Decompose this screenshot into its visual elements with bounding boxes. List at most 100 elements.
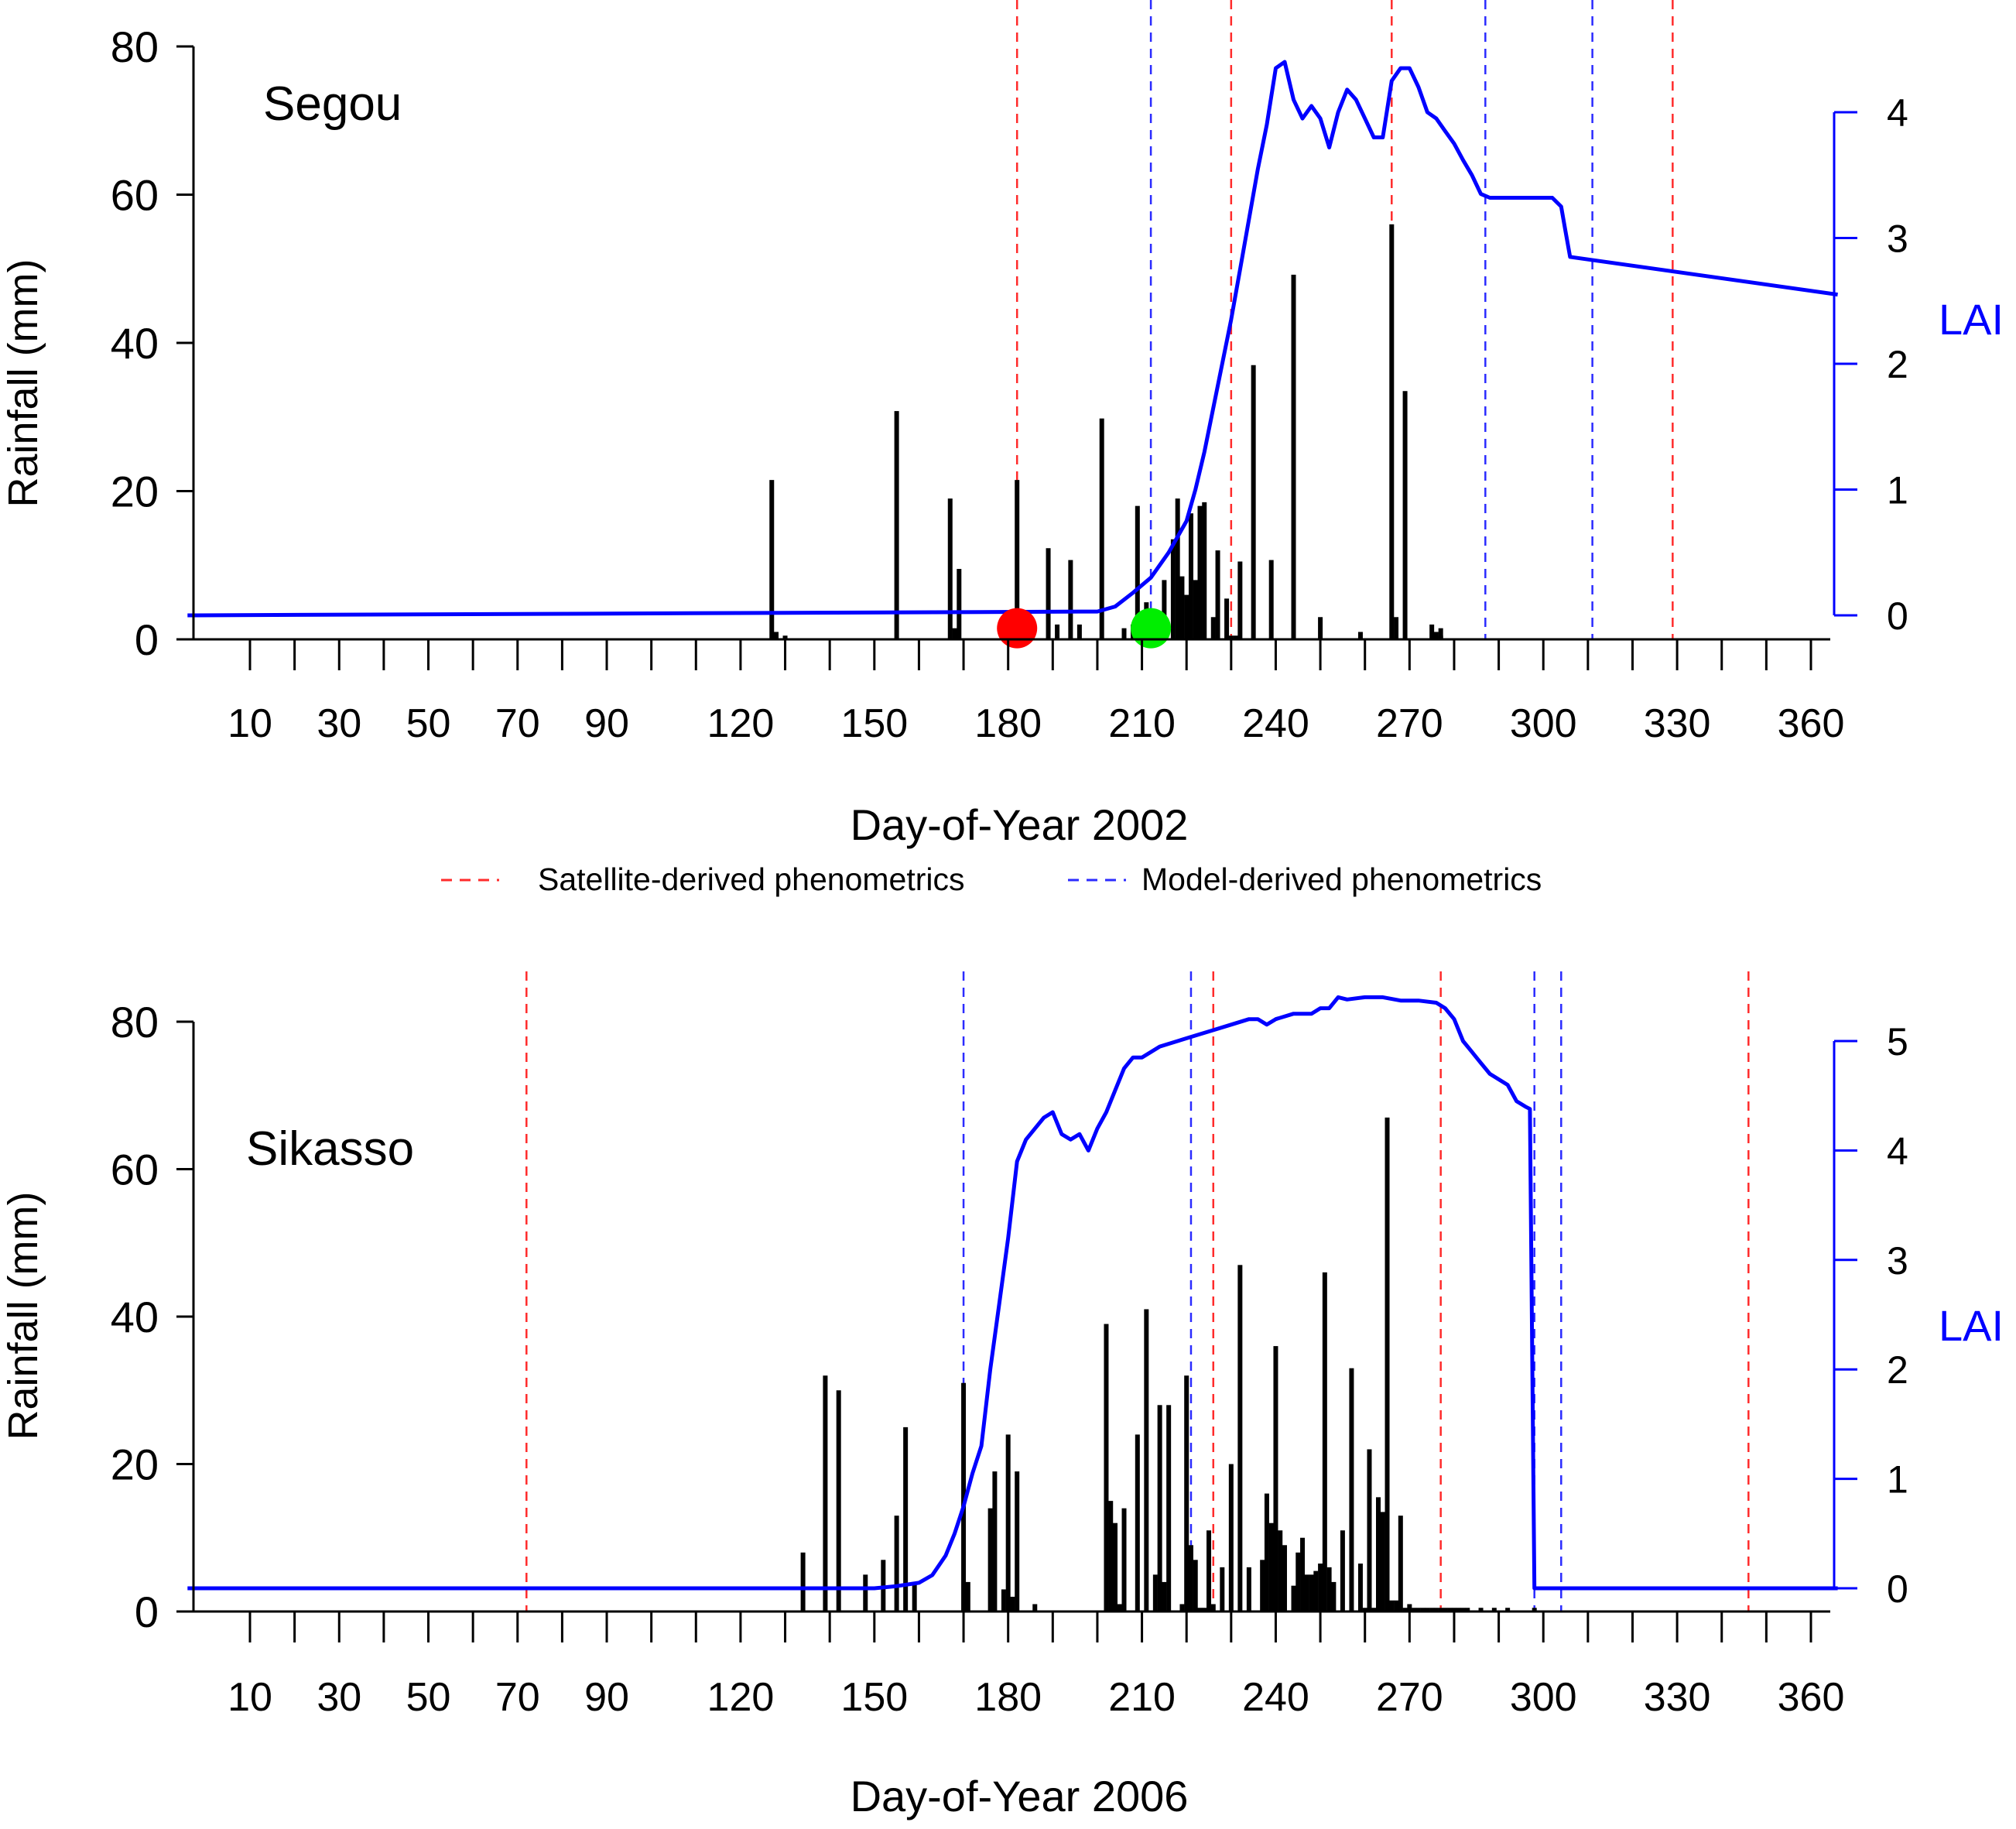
rainfall-bar xyxy=(1246,1567,1251,1612)
rainfall-bar xyxy=(1188,1545,1193,1612)
rainfall-bar xyxy=(1309,1574,1314,1612)
rainfall-bar xyxy=(1371,1608,1377,1612)
event-marker xyxy=(997,608,1038,649)
x-tick-label: 120 xyxy=(707,701,775,746)
rainfall-bar xyxy=(1197,1608,1203,1612)
rainfall-bar xyxy=(1112,1522,1118,1612)
rainfall-bar xyxy=(1278,1530,1283,1612)
rainfall-bar xyxy=(1491,1608,1497,1612)
rainfall-bar xyxy=(1228,635,1234,639)
lai-axis-sikasso: 0 1 2 3 4 5 xyxy=(1833,1020,1908,1611)
rainfall-bar xyxy=(1251,365,1256,639)
panel-segou: 0 1 2 3 4 0 20 40 60 80 10 30 50 70 90 120 150 180 210 240… xyxy=(0,0,2004,849)
x-tick-label: 70 xyxy=(495,1675,540,1720)
lai-line xyxy=(187,995,1838,1591)
rainfall-bar xyxy=(1099,418,1104,639)
rainfall-bar xyxy=(1465,1608,1470,1612)
rainfall-bar xyxy=(1228,1464,1234,1612)
rainfall-bar xyxy=(1162,580,1167,639)
rainfall-bar xyxy=(1438,628,1443,639)
rainfall-bar xyxy=(1264,1493,1269,1612)
rainfall-bar xyxy=(823,1375,828,1612)
rainfall-bar xyxy=(1032,1604,1038,1612)
rainfall-bar xyxy=(1152,1574,1158,1612)
y2-tick-label: 4 xyxy=(1887,1129,1908,1173)
x-tick-label: 10 xyxy=(228,701,272,746)
rainfall-bar xyxy=(1108,1501,1114,1612)
axes-segou: 0 20 40 60 80 10 30 50 70 90 120 150 180 210 240 270 300… xyxy=(111,22,1845,746)
y-axis-label: Rainfall (mm) xyxy=(0,1191,46,1440)
x-tick-label: 150 xyxy=(840,1675,908,1720)
rainfall-bar xyxy=(1367,1449,1372,1612)
rainfall-bar xyxy=(1202,502,1207,639)
rainfall-bar xyxy=(1193,1560,1198,1612)
rainfall-bar xyxy=(1184,594,1189,639)
rainfall-bar xyxy=(1318,1564,1323,1612)
rainfall-bar xyxy=(1184,1375,1189,1612)
rainfall-bar xyxy=(1291,1585,1296,1612)
x-tick-label: 120 xyxy=(707,1675,775,1720)
x-tick-label: 300 xyxy=(1510,1675,1577,1720)
rainfall-bar xyxy=(1433,1608,1439,1612)
rainfall-bar xyxy=(1202,1608,1207,1612)
y-tick-label: 0 xyxy=(135,1588,159,1636)
rainfall-bar xyxy=(1157,1405,1162,1612)
rainfall-bar xyxy=(1443,1608,1448,1612)
rainfall-bar xyxy=(1144,1309,1149,1612)
rainfall-bar xyxy=(1438,1608,1443,1612)
x-tick-label: 180 xyxy=(974,701,1042,746)
rainfall-bar xyxy=(1179,576,1185,639)
x-tick-label: 360 xyxy=(1778,1675,1845,1720)
rainfall-bar xyxy=(1460,1608,1466,1612)
rainfall-bar xyxy=(1015,480,1020,639)
y2-tick-label: 3 xyxy=(1887,1239,1908,1283)
x-tick-label: 270 xyxy=(1376,701,1443,746)
rainfall-bar xyxy=(1224,598,1230,639)
y-tick-label: 60 xyxy=(111,1146,159,1194)
x-tick-label: 50 xyxy=(406,701,451,746)
rainfall-bar xyxy=(1135,1434,1140,1612)
rainfall-bar xyxy=(774,632,779,639)
y2-tick-label: 1 xyxy=(1887,469,1908,512)
rainfall-bar xyxy=(1429,624,1435,639)
lai-line-segou xyxy=(187,60,1838,618)
rainfall-bar xyxy=(800,1552,806,1612)
rainfall-bar xyxy=(1268,1522,1274,1612)
rainfall-bar xyxy=(1349,1368,1354,1612)
rainfall-bar xyxy=(1166,1405,1172,1612)
x-tick-label: 50 xyxy=(406,1675,451,1720)
axes-sikasso: 0 20 40 60 80 10 30 50 70 90 120 150 180 210 240 270 300… xyxy=(111,998,1845,1720)
rainfall-bar xyxy=(1179,1604,1185,1612)
panel-sikasso: 0 1 2 3 4 5 0 20 40 60 80 10 30 50 70 90 120 150 180 210 24… xyxy=(0,971,2004,1820)
rainfall-bar xyxy=(947,498,953,639)
rainfall-bar xyxy=(952,628,957,639)
rainfall-bar xyxy=(1010,1596,1015,1612)
rainfall-bar xyxy=(957,569,962,639)
rainfall-bar xyxy=(1068,560,1073,639)
rainfall-bar xyxy=(1402,1608,1408,1612)
panel-title: Sikasso xyxy=(246,1122,414,1176)
rainfall-bar xyxy=(1331,1581,1337,1612)
x-tick-label: 270 xyxy=(1376,1675,1443,1720)
y-tick-label: 0 xyxy=(135,615,159,664)
rainfall-bar xyxy=(1532,1608,1537,1612)
rainfall-bar xyxy=(1385,1117,1390,1612)
rainfall-bar xyxy=(1340,1530,1345,1612)
legend-label-model: Model-derived phenometrics xyxy=(1141,861,1542,897)
x-tick-label: 30 xyxy=(317,701,361,746)
rainfall-bar xyxy=(1210,617,1216,639)
x-tick-label: 90 xyxy=(584,701,629,746)
rainfall-bar xyxy=(1237,1265,1243,1612)
rainfall-bar xyxy=(1291,274,1296,639)
rainfall-bar xyxy=(1447,1608,1453,1612)
rainfall-bar xyxy=(1394,617,1399,639)
rainfall-bar xyxy=(1402,391,1408,639)
rainfall-bar xyxy=(1207,1530,1212,1612)
y-tick-label: 20 xyxy=(111,468,159,516)
rainfall-bar xyxy=(1433,632,1439,639)
phenometric-lines-segou xyxy=(1015,0,1674,639)
rainfall-bar xyxy=(894,411,899,639)
y-tick-label: 20 xyxy=(111,1440,159,1489)
rainfall-bar xyxy=(1313,1570,1319,1612)
x-tick-label: 150 xyxy=(840,701,908,746)
